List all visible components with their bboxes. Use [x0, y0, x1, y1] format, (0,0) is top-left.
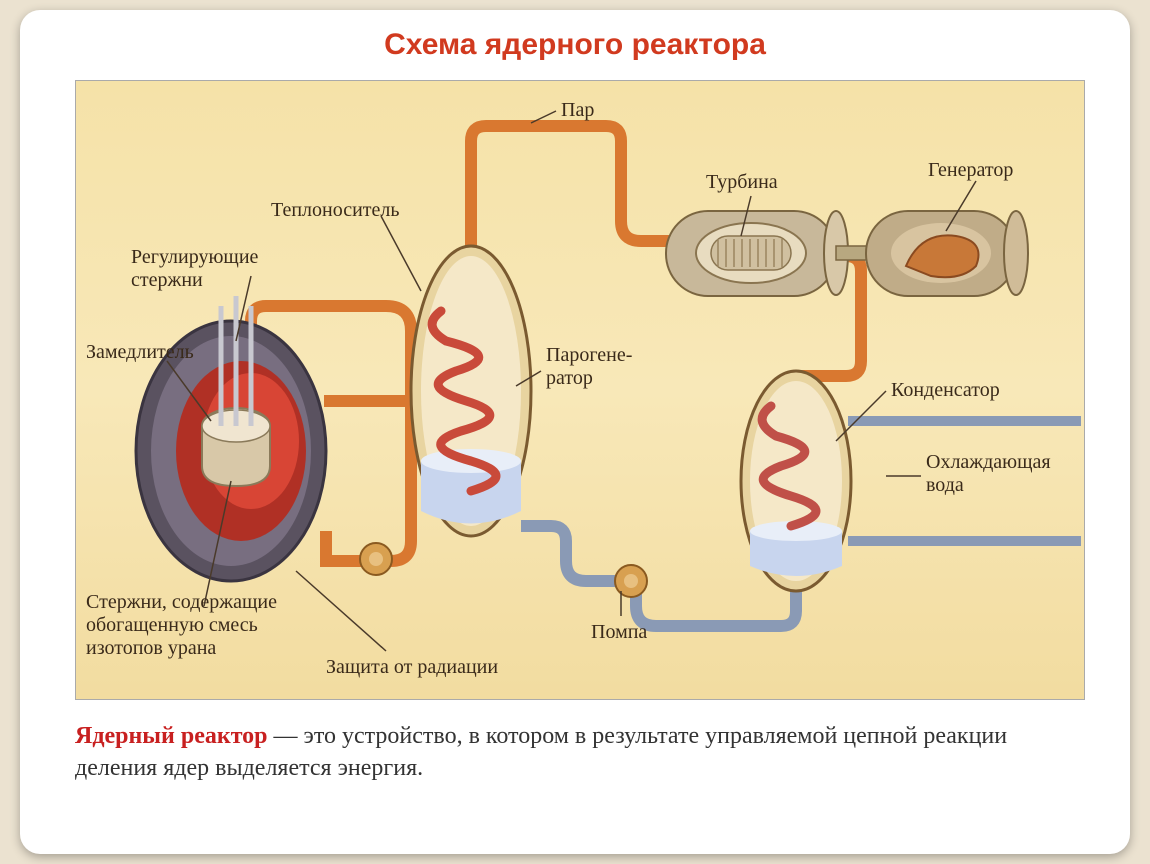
- slide-card: Схема ядерного реактора: [20, 10, 1130, 854]
- label-control-rods: Регулирующие стержни: [131, 246, 258, 292]
- pipe-feedwater: [521, 526, 616, 581]
- label-coolant: Теплоноситель: [271, 199, 400, 222]
- pump-primary: [360, 543, 392, 575]
- label-fuel-rods: Стержни, содержащие обогащенную смесь из…: [86, 591, 277, 660]
- pipe-primary-return: [326, 531, 361, 561]
- label-cooling-water: Охлаждающая вода: [926, 451, 1051, 497]
- definition-term: Ядерный реактор: [75, 723, 268, 749]
- label-moderator: Замедлитель: [86, 341, 194, 364]
- pipe-steam: [471, 126, 671, 246]
- diagram-container: Пар Теплоноситель Турбина Генератор Регу…: [75, 80, 1085, 700]
- label-generator: Генератор: [928, 159, 1013, 182]
- generator: [866, 211, 1028, 296]
- label-shield: Защита от радиации: [326, 656, 498, 679]
- steam-generator: [411, 246, 531, 536]
- turbine: [666, 211, 871, 296]
- reactor-vessel: [136, 296, 326, 581]
- label-pump: Помпа: [591, 621, 647, 644]
- pipe-condenser-to-pump: [636, 586, 796, 626]
- label-condenser: Конденсатор: [891, 379, 1000, 402]
- definition-text: Ядерный реактор — это устройство, в кото…: [75, 720, 1085, 785]
- pump-secondary: [615, 565, 647, 597]
- label-steam-generator: Парогене- ратор: [546, 344, 632, 390]
- page-title: Схема ядерного реактора: [20, 10, 1130, 62]
- label-turbine: Турбина: [706, 171, 778, 194]
- label-steam: Пар: [561, 99, 594, 122]
- condenser: [741, 371, 851, 591]
